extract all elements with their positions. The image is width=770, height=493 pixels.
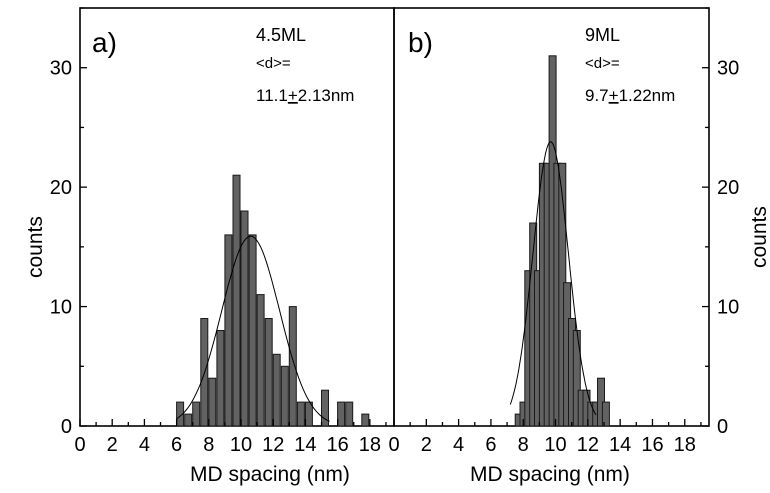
panel-a-thickness: 4.5ML <box>256 25 306 45</box>
panel-a-bars <box>176 174 370 427</box>
panel-a-sd: 2.13nm <box>298 86 355 105</box>
panel-b-x-tick-label-8: 8 <box>518 434 529 456</box>
panel-b-x-tick-label-10: 10 <box>544 434 566 456</box>
panel-b-x-tick-label-0: 0 <box>388 434 399 456</box>
panel-a-bar-0 <box>176 401 185 427</box>
panel-a-x-tick-label-2: 2 <box>107 434 118 456</box>
panel-a-y-tick-label-10: 10 <box>50 297 72 319</box>
panel-a-x-tick-label-4: 4 <box>139 434 150 456</box>
panel-a-label: a) <box>92 27 117 58</box>
panel-a-mean-value: 11.1+2.13nm <box>256 86 354 105</box>
panel-b-y-tick-label-0: 0 <box>717 416 728 438</box>
panel-a-bar-18 <box>337 401 346 427</box>
panel-a-mean: 11.1 <box>256 86 288 105</box>
panel-b-mean-label: <d>= <box>585 55 620 72</box>
panel-a-bar-4 <box>208 377 217 427</box>
panel-b-y-tick-label-10: 10 <box>717 297 739 319</box>
panel-a-bar-15 <box>296 401 305 427</box>
panel-b-x-tick-label-6: 6 <box>485 434 496 456</box>
panel-a-plus-minus: + <box>288 86 298 105</box>
panel-a-bar-8 <box>240 210 249 427</box>
panel-a-bar-1 <box>184 413 193 427</box>
panel-a-bar-12 <box>272 353 281 427</box>
panel-a-y-tick-label-20: 20 <box>50 177 72 199</box>
panel-b-thickness: 9ML <box>585 25 620 45</box>
panel-a-x-tick-label-0: 0 <box>74 434 85 456</box>
panel-b-x-tick-label-4: 4 <box>453 434 464 456</box>
panel-b-sd: 1.22nm <box>619 86 676 105</box>
panel-a-x-axis-title: MD spacing (nm) <box>190 463 350 486</box>
panel-a-y-tick-label-0: 0 <box>61 416 72 438</box>
y-axis-title-left: counts <box>24 216 47 278</box>
panel-b-y-tick-label-20: 20 <box>717 177 739 199</box>
panel-b-x-tick-label-14: 14 <box>609 434 631 456</box>
panel-a-bar-7 <box>232 174 241 427</box>
panel-b-x-tick-label-18: 18 <box>674 434 696 456</box>
panel-b-x-tick-label-2: 2 <box>421 434 432 456</box>
panel-b-bar-18 <box>601 401 610 427</box>
panel-b-y-tick-label-30: 30 <box>717 58 739 80</box>
panel-a-bar-10 <box>256 294 265 427</box>
panel-b-x-tick-label-16: 16 <box>641 434 663 456</box>
panel-a-y-tick-label-30: 30 <box>50 58 72 80</box>
panel-a-bar-5 <box>216 330 225 427</box>
panel-b-x-tick-label-12: 12 <box>577 434 599 456</box>
panel-a-bar-16 <box>304 401 313 427</box>
y-axis-title-right: counts <box>748 206 770 268</box>
panel-b-gaussian-fit <box>509 141 597 416</box>
panel-a-bar-13 <box>280 365 289 427</box>
panel-a-bar-6 <box>224 234 233 427</box>
panel-a-x-tick-label-16: 16 <box>327 434 349 456</box>
panel-a-x-tick-label-8: 8 <box>203 434 214 456</box>
panel-b-mean: 9.7 <box>585 86 609 105</box>
panel-a-x-tick-label-14: 14 <box>294 434 316 456</box>
panel-a-bar-17 <box>321 389 329 427</box>
panel-a-x-tick-label-18: 18 <box>359 434 381 456</box>
panel-b-x-axis-title: MD spacing (nm) <box>470 463 630 486</box>
panel-a-bar-9 <box>248 234 257 427</box>
panel-a-bar-19 <box>345 401 354 427</box>
panel-a-mean-label: <d>= <box>256 55 291 72</box>
panel-a-bar-14 <box>288 306 297 427</box>
panel-b-mean-value: 9.7+1.22nm <box>585 86 675 105</box>
panel-b-plus-minus: + <box>609 86 619 105</box>
panel-a-x-tick-label-12: 12 <box>262 434 284 456</box>
panel-a-bar-2 <box>192 401 201 427</box>
panel-a-bar-11 <box>264 318 273 427</box>
panel-b-bars <box>514 55 610 427</box>
panel-a-x-tick-label-6: 6 <box>171 434 182 456</box>
panel-a-bar-20 <box>361 413 370 427</box>
panel-a-x-tick-label-10: 10 <box>230 434 252 456</box>
panel-b-label: b) <box>408 27 433 58</box>
panel-a-gaussian-fit <box>176 235 330 422</box>
